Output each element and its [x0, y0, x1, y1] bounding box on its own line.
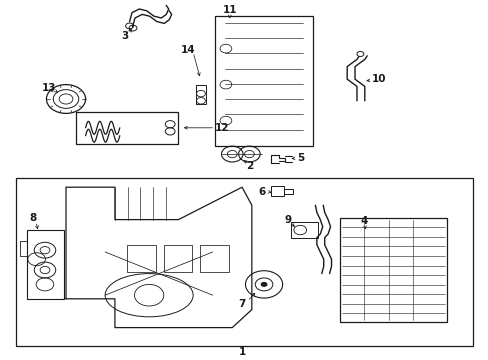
Text: 13: 13: [41, 83, 56, 93]
Circle shape: [356, 51, 363, 57]
Text: 4: 4: [360, 216, 367, 226]
Text: 12: 12: [215, 123, 229, 133]
Bar: [200, 245, 228, 272]
Text: 8: 8: [30, 213, 37, 223]
Text: 6: 6: [258, 186, 264, 197]
Bar: [339, 218, 447, 322]
Bar: [283, 189, 293, 194]
Bar: [163, 245, 192, 272]
Text: 9: 9: [285, 215, 291, 225]
Text: 1: 1: [238, 347, 245, 357]
Text: 14: 14: [181, 45, 195, 55]
Bar: [127, 245, 155, 272]
Bar: [16, 178, 472, 346]
Bar: [290, 222, 317, 238]
Bar: [195, 85, 206, 104]
Bar: [27, 230, 63, 299]
Bar: [20, 241, 27, 256]
Text: 10: 10: [371, 74, 386, 84]
Bar: [215, 16, 312, 146]
Bar: [76, 112, 178, 144]
Text: 2: 2: [245, 161, 252, 171]
Text: 7: 7: [238, 299, 245, 309]
Bar: [271, 186, 283, 196]
Circle shape: [260, 282, 267, 287]
Text: 5: 5: [297, 153, 304, 163]
Text: 3: 3: [121, 31, 128, 41]
Text: 11: 11: [222, 5, 237, 15]
